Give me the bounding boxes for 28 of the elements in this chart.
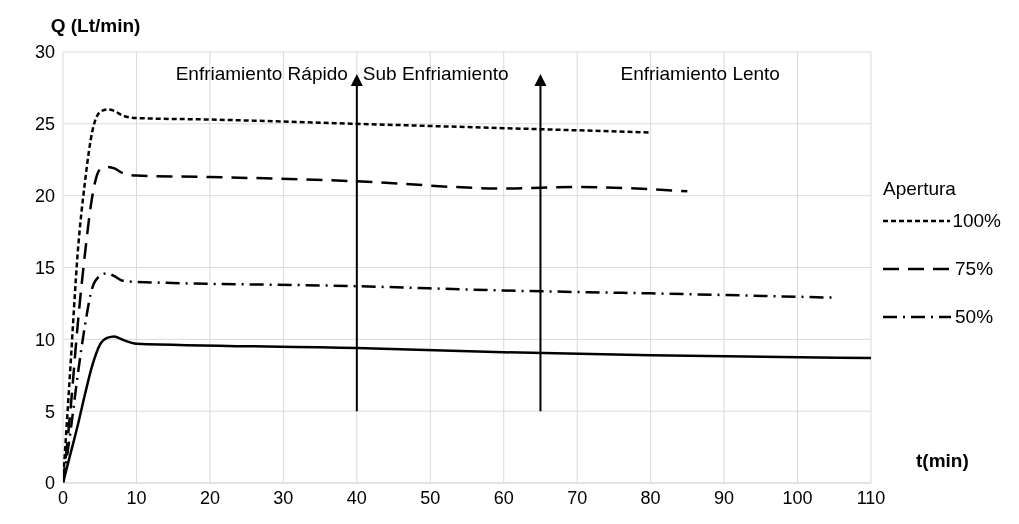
y-tick-label: 30 xyxy=(34,42,55,63)
x-tick-label: 50 xyxy=(420,487,441,508)
annotation: Enfriamiento Lento xyxy=(620,63,780,84)
x-tick-label: 70 xyxy=(567,487,588,508)
x-tick-label: 80 xyxy=(640,487,661,508)
y-tick-label: 0 xyxy=(44,473,55,494)
y-tick-label: 25 xyxy=(34,114,55,135)
x-tick-label: 60 xyxy=(493,487,514,508)
y-tick-label: 20 xyxy=(34,186,55,207)
annotation: Enfriamiento Rápido xyxy=(175,63,348,84)
x-tick-label: 30 xyxy=(273,487,294,508)
x-tick-label: 110 xyxy=(856,487,886,508)
x-tick-label: 100 xyxy=(782,487,813,508)
x-tick-label: 20 xyxy=(199,487,220,508)
legend-label: 50% xyxy=(955,306,994,328)
y-tick-label: 15 xyxy=(34,257,55,278)
y-tick-label: 10 xyxy=(34,329,55,350)
y-tick-label: 5 xyxy=(44,401,55,422)
y-axis-title: Q (Lt/min) xyxy=(50,15,141,36)
x-axis-title: t(min) xyxy=(916,450,969,471)
x-tick-label: 90 xyxy=(714,487,735,508)
legend-label: 100% xyxy=(952,210,1001,232)
legend-title: Apertura xyxy=(883,178,957,200)
x-tick-label: 10 xyxy=(126,487,147,508)
x-tick-label: 0 xyxy=(57,487,69,508)
legend-label: 75% xyxy=(955,258,994,280)
annotation: Sub Enfriamiento xyxy=(362,63,509,84)
x-tick-label: 40 xyxy=(346,487,367,508)
